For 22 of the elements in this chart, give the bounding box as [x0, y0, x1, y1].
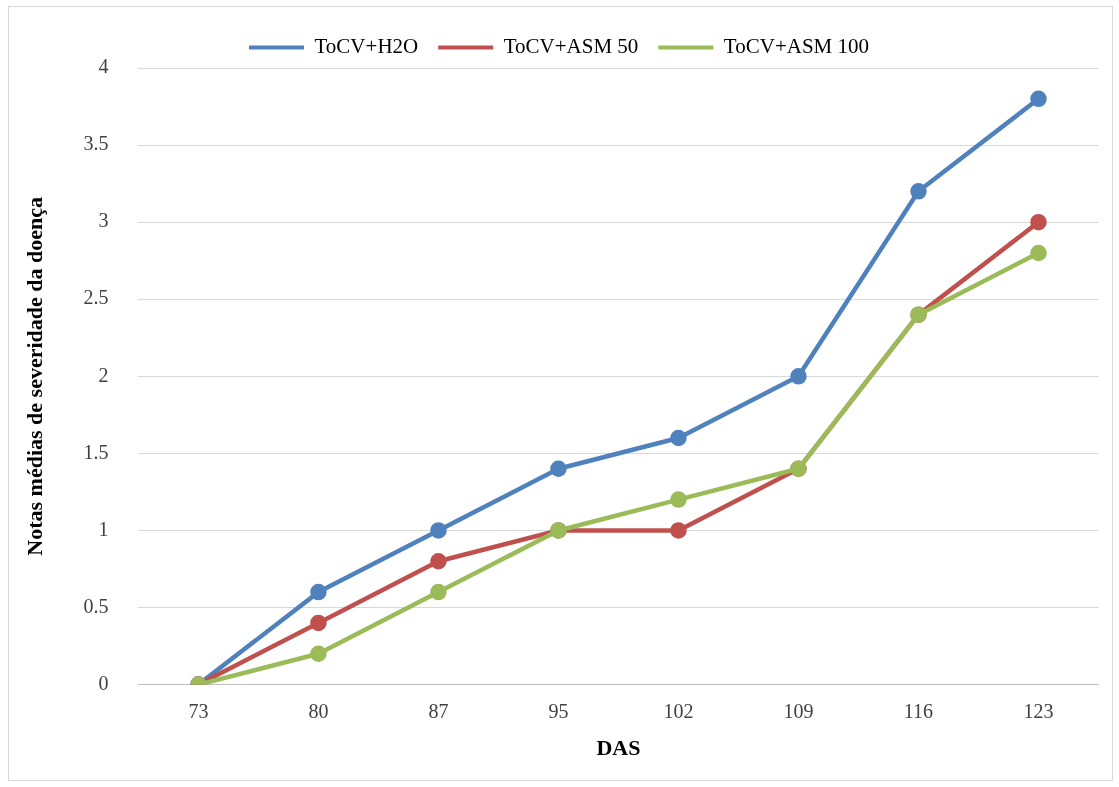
x-tick-label: 73	[188, 699, 209, 722]
x-tick-label: 102	[663, 699, 694, 722]
x-tick-label: 123	[1023, 699, 1054, 722]
y-axis-title: Notas médias de severidade da doença	[21, 196, 47, 556]
y-tick-label: 1	[98, 517, 109, 540]
x-tick-label: 95	[548, 699, 569, 722]
y-tick-label: 1.5	[83, 440, 109, 463]
y-tick-label: 3	[98, 209, 109, 232]
legend-label: ToCV+ASM 50	[503, 34, 639, 59]
legend-label: ToCV+ASM 100	[723, 34, 870, 59]
x-axis-title: DAS	[596, 735, 641, 761]
y-tick-label: 3.5	[83, 132, 109, 155]
x-tick-label: 109	[783, 699, 814, 722]
x-tick-label: 87	[428, 699, 449, 722]
legend-label: ToCV+H2O	[314, 34, 419, 59]
y-tick-label: 0.5	[83, 594, 109, 617]
x-tick-label: 80	[308, 699, 329, 722]
y-tick-label: 4	[98, 55, 109, 78]
x-tick-label: 116	[903, 699, 934, 722]
y-tick-label: 2	[98, 363, 109, 386]
y-tick-label: 2.5	[83, 286, 109, 309]
y-tick-label: 0	[98, 671, 109, 694]
